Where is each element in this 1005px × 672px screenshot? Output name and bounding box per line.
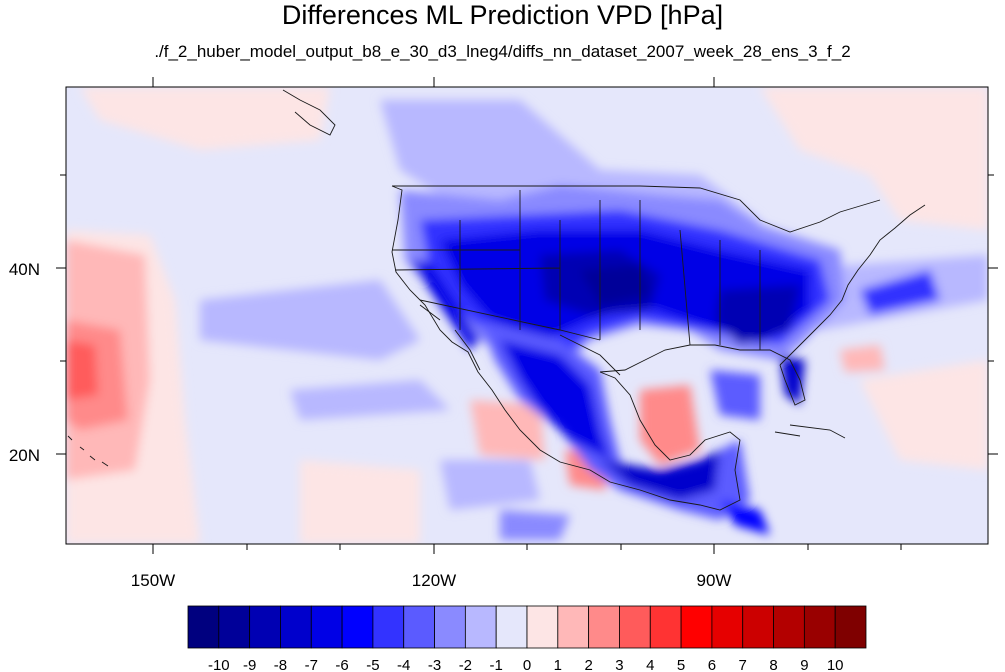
- colorbar-swatch: [588, 605, 620, 649]
- colorbar-label: 9: [800, 657, 808, 672]
- colorbar-swatch: [187, 605, 220, 649]
- lat-label-20n: 20N: [9, 446, 40, 465]
- colorbar-label: 4: [646, 657, 654, 672]
- colorbar-swatch: [742, 605, 774, 649]
- colorbar-label: -6: [335, 657, 348, 672]
- colorbar-swatch: [526, 605, 559, 649]
- colorbar-label: 10: [827, 657, 844, 672]
- colorbar-label: 6: [708, 657, 716, 672]
- colorbar-swatch: [249, 605, 281, 649]
- colorbar-swatch: [372, 605, 405, 649]
- colorbar-swatch: [495, 605, 528, 649]
- colorbar-label: 7: [739, 657, 747, 672]
- colorbar-swatch: [310, 605, 343, 649]
- coastlines: [67, 89, 926, 511]
- colorbar-label: -7: [305, 657, 318, 672]
- colorbar-label: -5: [366, 657, 379, 672]
- lat-label-40n: 40N: [9, 260, 40, 279]
- colorbar-swatch: [649, 605, 682, 649]
- colorbar-label: 2: [584, 657, 592, 672]
- colorbar-swatch: [773, 605, 805, 649]
- colorbar-label: -1: [490, 657, 503, 672]
- colorbar-label: 3: [615, 657, 623, 672]
- colorbar-swatch: [619, 605, 651, 649]
- colorbar-swatch: [464, 605, 497, 649]
- lon-label-150w: 150W: [131, 571, 175, 590]
- map-title: Differences ML Prediction VPD [hPa]: [281, 0, 724, 30]
- lon-label-90w: 90W: [697, 571, 732, 590]
- colorbar-swatch: [434, 605, 466, 649]
- colorbar-swatch: [218, 605, 251, 649]
- colorbar-label: -2: [459, 657, 472, 672]
- colorbar-swatch: [341, 605, 374, 649]
- colorbar-label: 8: [769, 657, 777, 672]
- colorbar-swatch: [403, 605, 435, 649]
- colorbar-swatch: [834, 605, 867, 649]
- colorbar-label: 5: [677, 657, 685, 672]
- colorbar-label: 0: [523, 657, 531, 672]
- colorbar-label: -10: [208, 657, 230, 672]
- colorbar-label: -9: [243, 657, 256, 672]
- map-subtitle: ./f_2_huber_model_output_b8_e_30_d3_lneg…: [154, 42, 851, 61]
- colorbar-swatch: [803, 605, 836, 649]
- colorbar-swatch: [557, 605, 590, 649]
- colorbar-swatch: [280, 605, 312, 649]
- colorbar-label: -8: [274, 657, 287, 672]
- colorbar-label: -3: [428, 657, 441, 672]
- axis-ticks: [56, 77, 998, 554]
- colorbar: -10 -9 -8 -7 -6 -5 -4 -3 -2 -1 0 1 2 3 4 5 6 7 8 9 10: [187, 605, 867, 672]
- colorbar-swatch: [711, 605, 744, 649]
- lon-label-120w: 120W: [412, 571, 456, 590]
- colorbar-swatch: [680, 605, 713, 649]
- colorbar-label: 1: [554, 657, 562, 672]
- colorbar-label: -4: [397, 657, 410, 672]
- difference-field: [66, 87, 988, 544]
